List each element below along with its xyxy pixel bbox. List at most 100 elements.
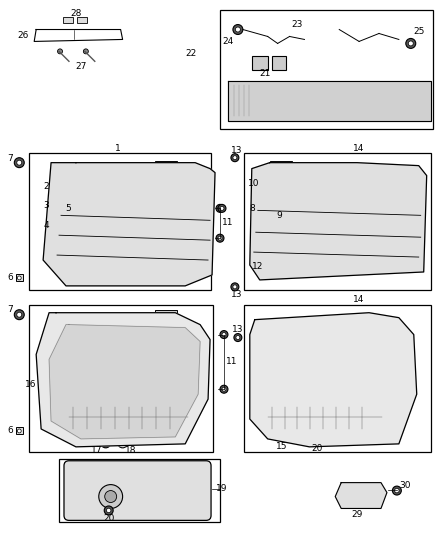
Text: 5: 5 xyxy=(65,204,71,213)
Circle shape xyxy=(101,438,111,448)
Circle shape xyxy=(218,236,222,240)
Circle shape xyxy=(257,251,266,260)
Circle shape xyxy=(99,484,123,508)
Bar xyxy=(155,160,177,175)
Bar xyxy=(220,10,433,129)
Circle shape xyxy=(339,412,349,422)
Circle shape xyxy=(79,373,89,382)
Circle shape xyxy=(236,336,240,340)
Polygon shape xyxy=(335,482,387,508)
Circle shape xyxy=(48,32,55,39)
Bar xyxy=(16,274,23,281)
Bar xyxy=(339,84,387,117)
Circle shape xyxy=(231,283,239,291)
Text: 4: 4 xyxy=(43,221,49,230)
Polygon shape xyxy=(36,313,210,447)
Circle shape xyxy=(146,411,156,421)
Circle shape xyxy=(360,333,371,342)
Circle shape xyxy=(259,253,264,257)
Circle shape xyxy=(17,160,22,165)
Circle shape xyxy=(14,310,24,320)
Circle shape xyxy=(287,434,292,439)
Circle shape xyxy=(50,188,60,197)
Circle shape xyxy=(268,201,276,209)
Circle shape xyxy=(85,350,95,360)
Text: 29: 29 xyxy=(351,510,363,519)
Circle shape xyxy=(59,208,63,213)
Circle shape xyxy=(115,364,142,391)
Bar xyxy=(155,310,177,324)
Text: 16: 16 xyxy=(25,379,36,389)
Circle shape xyxy=(104,506,113,515)
Circle shape xyxy=(146,334,156,344)
Bar xyxy=(252,56,268,70)
Circle shape xyxy=(101,411,111,421)
Circle shape xyxy=(270,204,273,207)
Circle shape xyxy=(318,333,328,342)
Polygon shape xyxy=(228,81,431,121)
Circle shape xyxy=(222,333,226,336)
Circle shape xyxy=(17,312,22,317)
Text: 11: 11 xyxy=(226,357,238,366)
Circle shape xyxy=(376,391,386,401)
Bar xyxy=(69,407,188,429)
Circle shape xyxy=(294,325,394,424)
Circle shape xyxy=(302,391,312,401)
Bar xyxy=(77,17,87,22)
Bar xyxy=(391,84,427,117)
Circle shape xyxy=(339,327,349,336)
Circle shape xyxy=(360,406,371,416)
Text: 18: 18 xyxy=(125,446,136,455)
Circle shape xyxy=(218,206,222,211)
Polygon shape xyxy=(43,163,215,286)
Polygon shape xyxy=(49,325,200,439)
Circle shape xyxy=(83,49,88,54)
Text: 21: 21 xyxy=(259,69,270,78)
Circle shape xyxy=(53,190,57,195)
Circle shape xyxy=(216,204,224,212)
Text: 22: 22 xyxy=(185,49,196,58)
Text: 3: 3 xyxy=(43,201,49,210)
Text: 17: 17 xyxy=(91,446,102,455)
Bar xyxy=(63,17,73,22)
Circle shape xyxy=(233,285,237,289)
Circle shape xyxy=(220,385,228,393)
Circle shape xyxy=(106,508,111,513)
Circle shape xyxy=(222,387,226,391)
Text: 13: 13 xyxy=(231,146,243,155)
Text: 25: 25 xyxy=(413,27,424,36)
Circle shape xyxy=(220,206,224,211)
Circle shape xyxy=(285,432,294,442)
Circle shape xyxy=(235,27,240,32)
Circle shape xyxy=(91,340,166,415)
Circle shape xyxy=(220,330,228,338)
Circle shape xyxy=(18,429,21,433)
Bar xyxy=(29,153,211,290)
Text: 6: 6 xyxy=(7,273,13,282)
Bar xyxy=(244,153,431,290)
Bar xyxy=(244,305,431,452)
Circle shape xyxy=(118,438,127,448)
Bar xyxy=(59,459,220,522)
Circle shape xyxy=(18,276,21,280)
Circle shape xyxy=(406,38,416,49)
Text: 11: 11 xyxy=(222,218,234,227)
Circle shape xyxy=(124,328,134,337)
Text: 27: 27 xyxy=(75,62,87,71)
Circle shape xyxy=(57,49,63,54)
Text: 1: 1 xyxy=(115,144,120,154)
Circle shape xyxy=(168,373,178,382)
Text: 20: 20 xyxy=(103,514,114,523)
Text: 28: 28 xyxy=(70,9,81,18)
Bar xyxy=(268,407,382,429)
Text: 30: 30 xyxy=(399,481,410,490)
Circle shape xyxy=(94,32,101,39)
Text: 19: 19 xyxy=(216,484,228,493)
Polygon shape xyxy=(34,29,123,42)
Circle shape xyxy=(408,41,413,46)
Bar xyxy=(272,56,286,70)
Circle shape xyxy=(304,432,314,442)
Circle shape xyxy=(233,25,243,35)
Circle shape xyxy=(376,348,386,358)
Text: 7: 7 xyxy=(7,154,13,163)
